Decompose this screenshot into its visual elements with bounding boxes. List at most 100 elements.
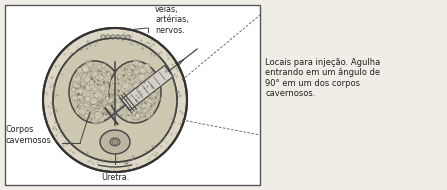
Circle shape <box>93 98 99 104</box>
Text: Locais para injeção. Agulha
entrando em um ângulo de
90° em um dos corpos
cavern: Locais para injeção. Agulha entrando em … <box>265 58 380 98</box>
Circle shape <box>145 113 152 119</box>
Circle shape <box>112 95 118 101</box>
Circle shape <box>126 66 130 70</box>
Circle shape <box>147 68 152 73</box>
Circle shape <box>105 94 109 98</box>
Circle shape <box>137 66 144 74</box>
Circle shape <box>143 108 150 115</box>
Circle shape <box>84 108 91 115</box>
Text: Corpos
cavernosos: Corpos cavernosos <box>5 125 51 145</box>
Circle shape <box>96 105 103 112</box>
Text: Uretra.: Uretra. <box>101 173 129 182</box>
Circle shape <box>129 80 133 84</box>
Circle shape <box>111 35 115 39</box>
Circle shape <box>135 99 141 106</box>
Circle shape <box>100 86 105 91</box>
Circle shape <box>82 66 89 73</box>
Circle shape <box>130 79 135 83</box>
Circle shape <box>72 82 78 88</box>
Circle shape <box>86 110 89 114</box>
Circle shape <box>148 104 152 107</box>
Circle shape <box>88 112 91 116</box>
Circle shape <box>127 65 135 72</box>
Circle shape <box>125 80 128 84</box>
Circle shape <box>121 35 125 39</box>
Circle shape <box>72 87 76 92</box>
Circle shape <box>150 91 154 95</box>
Circle shape <box>112 139 118 145</box>
Circle shape <box>87 70 93 75</box>
Circle shape <box>149 112 153 116</box>
Circle shape <box>84 76 91 83</box>
Circle shape <box>88 81 92 86</box>
Circle shape <box>102 69 106 72</box>
Ellipse shape <box>110 138 120 146</box>
Circle shape <box>127 110 133 116</box>
Circle shape <box>91 100 97 108</box>
Circle shape <box>91 64 95 68</box>
Circle shape <box>79 108 83 111</box>
Circle shape <box>89 82 95 89</box>
Circle shape <box>144 64 150 69</box>
Circle shape <box>123 106 127 109</box>
Circle shape <box>122 98 129 105</box>
Circle shape <box>82 76 85 79</box>
Circle shape <box>148 84 152 88</box>
Circle shape <box>107 72 111 75</box>
Circle shape <box>147 107 151 111</box>
Circle shape <box>101 113 108 119</box>
Circle shape <box>76 108 82 115</box>
Circle shape <box>116 35 120 39</box>
Circle shape <box>106 35 110 39</box>
Circle shape <box>89 107 93 110</box>
Circle shape <box>80 99 84 103</box>
Circle shape <box>90 98 97 105</box>
Circle shape <box>105 95 113 103</box>
Circle shape <box>154 96 157 100</box>
Circle shape <box>81 106 84 109</box>
Circle shape <box>97 64 102 69</box>
Circle shape <box>138 74 145 81</box>
Ellipse shape <box>109 61 161 123</box>
Circle shape <box>73 75 80 82</box>
Circle shape <box>77 99 84 105</box>
Circle shape <box>133 113 136 116</box>
Circle shape <box>101 35 105 39</box>
Circle shape <box>124 74 128 78</box>
Ellipse shape <box>69 61 121 123</box>
Circle shape <box>105 97 110 101</box>
Circle shape <box>74 83 81 90</box>
Circle shape <box>154 95 160 102</box>
Circle shape <box>100 104 104 108</box>
Circle shape <box>78 103 84 109</box>
Circle shape <box>98 92 105 99</box>
Circle shape <box>118 74 122 79</box>
Circle shape <box>124 83 131 91</box>
Circle shape <box>101 90 105 93</box>
Circle shape <box>43 28 187 172</box>
Circle shape <box>131 69 135 72</box>
Circle shape <box>142 104 147 109</box>
Circle shape <box>89 102 93 105</box>
Circle shape <box>77 68 82 73</box>
Circle shape <box>150 79 156 84</box>
Circle shape <box>93 90 101 98</box>
Circle shape <box>135 101 140 106</box>
Circle shape <box>121 67 125 71</box>
Circle shape <box>80 66 86 73</box>
Circle shape <box>140 67 147 74</box>
Circle shape <box>79 107 86 115</box>
Circle shape <box>141 111 147 116</box>
Circle shape <box>145 68 150 73</box>
Circle shape <box>148 109 153 116</box>
Circle shape <box>84 72 90 78</box>
Circle shape <box>103 94 106 97</box>
Circle shape <box>111 91 114 94</box>
Circle shape <box>95 75 99 79</box>
Circle shape <box>81 74 87 79</box>
Circle shape <box>139 92 143 97</box>
Circle shape <box>133 69 139 75</box>
Circle shape <box>143 64 151 71</box>
Circle shape <box>150 92 157 99</box>
Circle shape <box>153 74 158 79</box>
